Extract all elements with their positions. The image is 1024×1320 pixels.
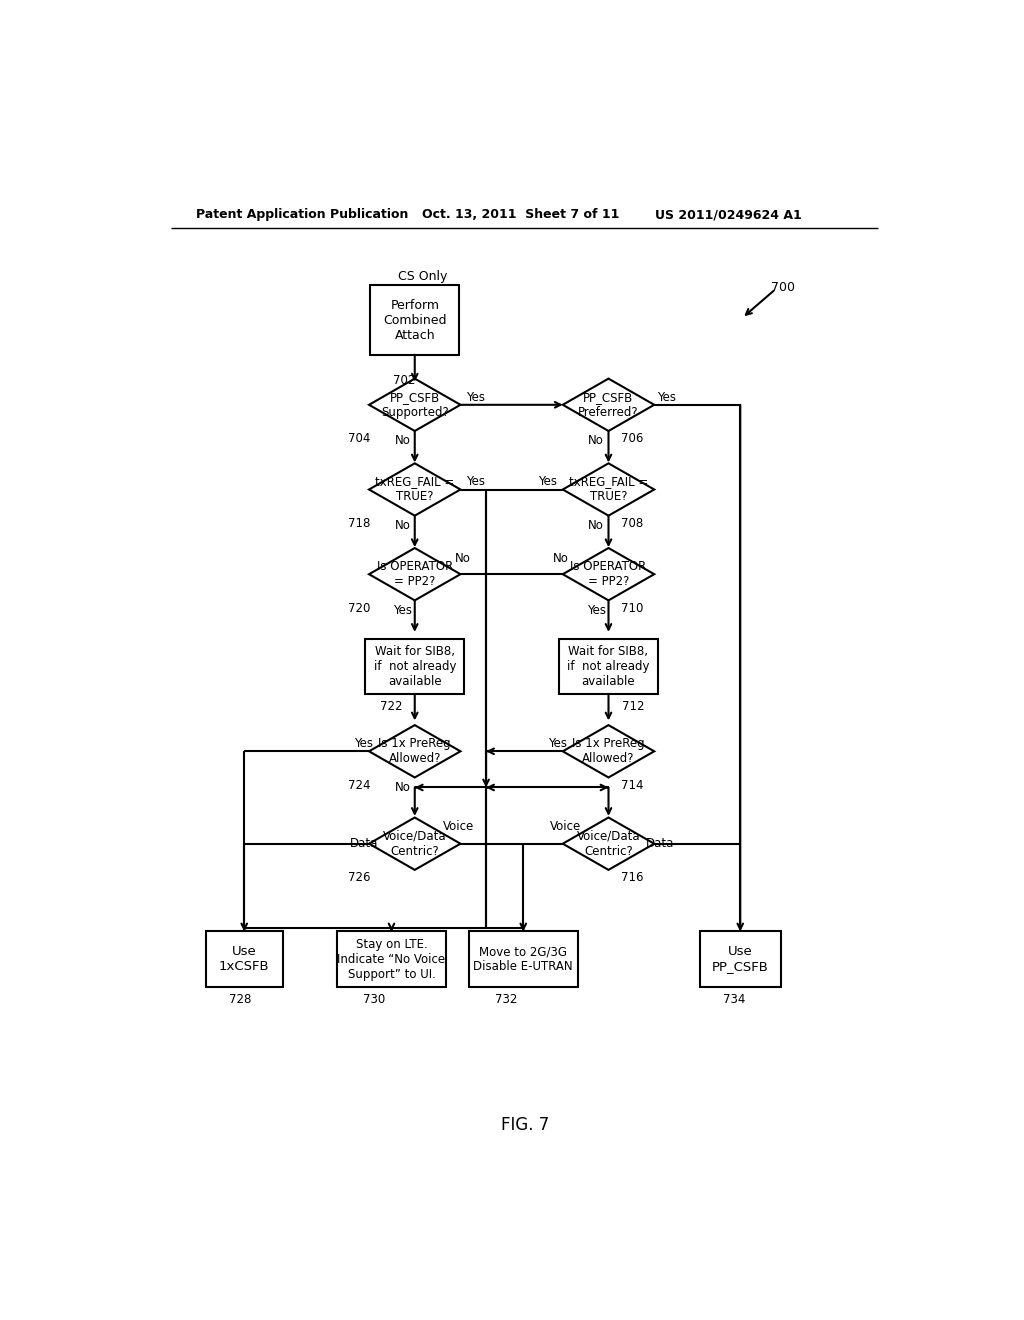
Bar bbox=[206, 932, 283, 987]
Text: txREG_FAIL =
TRUE?: txREG_FAIL = TRUE? bbox=[569, 475, 648, 503]
Text: 718: 718 bbox=[348, 517, 370, 529]
Text: 722: 722 bbox=[380, 700, 402, 713]
Text: Yes: Yes bbox=[656, 391, 676, 404]
Text: txREG_FAIL =
TRUE?: txREG_FAIL = TRUE? bbox=[375, 475, 455, 503]
Text: 734: 734 bbox=[723, 993, 745, 1006]
Text: Is OPERATOR
= PP2?: Is OPERATOR = PP2? bbox=[570, 560, 646, 589]
Text: 706: 706 bbox=[621, 432, 643, 445]
Text: Wait for SIB8,
if  not already
available: Wait for SIB8, if not already available bbox=[567, 645, 650, 688]
Text: Yes: Yes bbox=[539, 475, 557, 488]
Bar bbox=[371, 285, 460, 355]
Text: No: No bbox=[394, 519, 411, 532]
Text: Voice: Voice bbox=[442, 820, 474, 833]
Text: 726: 726 bbox=[348, 871, 371, 884]
Text: Voice: Voice bbox=[550, 820, 581, 833]
Text: CS Only: CS Only bbox=[397, 269, 447, 282]
Text: 710: 710 bbox=[621, 602, 643, 615]
Text: 730: 730 bbox=[364, 993, 386, 1006]
Bar bbox=[366, 639, 464, 694]
Text: Data: Data bbox=[349, 837, 378, 850]
Text: Patent Application Publication: Patent Application Publication bbox=[197, 209, 409, 222]
Text: Move to 2G/3G
Disable E-UTRAN: Move to 2G/3G Disable E-UTRAN bbox=[473, 945, 573, 973]
Text: Is 1x PreReg
Allowed?: Is 1x PreReg Allowed? bbox=[572, 738, 645, 766]
Text: 714: 714 bbox=[621, 779, 643, 792]
Text: PP_CSFB
Supported?: PP_CSFB Supported? bbox=[381, 391, 449, 418]
Text: PP_CSFB
Preferred?: PP_CSFB Preferred? bbox=[579, 391, 639, 418]
Text: Is OPERATOR
= PP2?: Is OPERATOR = PP2? bbox=[377, 560, 453, 589]
Text: 720: 720 bbox=[348, 602, 370, 615]
Text: No: No bbox=[455, 552, 471, 565]
Text: Yes: Yes bbox=[354, 737, 373, 750]
Text: US 2011/0249624 A1: US 2011/0249624 A1 bbox=[655, 209, 802, 222]
Text: 702: 702 bbox=[393, 374, 416, 387]
Text: Oct. 13, 2011  Sheet 7 of 11: Oct. 13, 2011 Sheet 7 of 11 bbox=[423, 209, 620, 222]
Text: Yes: Yes bbox=[548, 737, 567, 750]
Text: 700: 700 bbox=[771, 281, 796, 294]
Text: Use
PP_CSFB: Use PP_CSFB bbox=[712, 945, 769, 973]
Text: Yes: Yes bbox=[466, 391, 485, 404]
Text: 732: 732 bbox=[495, 993, 517, 1006]
Text: No: No bbox=[394, 434, 411, 447]
Text: No: No bbox=[553, 552, 568, 565]
Text: Is 1x PreReg
Allowed?: Is 1x PreReg Allowed? bbox=[379, 738, 451, 766]
Text: FIG. 7: FIG. 7 bbox=[501, 1115, 549, 1134]
Text: Data: Data bbox=[645, 837, 674, 850]
Text: Voice/Data
Centric?: Voice/Data Centric? bbox=[577, 830, 640, 858]
Text: Yes: Yes bbox=[393, 603, 412, 616]
Bar bbox=[559, 639, 658, 694]
Bar bbox=[337, 932, 445, 987]
Text: No: No bbox=[588, 434, 604, 447]
Text: Wait for SIB8,
if  not already
available: Wait for SIB8, if not already available bbox=[374, 645, 456, 688]
Text: Perform
Combined
Attach: Perform Combined Attach bbox=[383, 298, 446, 342]
Text: Use
1xCSFB: Use 1xCSFB bbox=[219, 945, 269, 973]
Text: 708: 708 bbox=[621, 517, 643, 529]
Text: Stay on LTE.
Indicate “No Voice
Support” to UI.: Stay on LTE. Indicate “No Voice Support”… bbox=[338, 937, 445, 981]
Text: Voice/Data
Centric?: Voice/Data Centric? bbox=[383, 830, 446, 858]
Text: 712: 712 bbox=[622, 700, 644, 713]
Text: Yes: Yes bbox=[466, 475, 485, 488]
Text: 728: 728 bbox=[229, 993, 252, 1006]
Bar bbox=[469, 932, 578, 987]
Text: 716: 716 bbox=[621, 871, 643, 884]
Text: Yes: Yes bbox=[587, 603, 605, 616]
Text: 704: 704 bbox=[348, 432, 370, 445]
Text: No: No bbox=[394, 781, 411, 795]
Bar bbox=[699, 932, 781, 987]
Text: 724: 724 bbox=[348, 779, 371, 792]
Text: No: No bbox=[588, 519, 604, 532]
